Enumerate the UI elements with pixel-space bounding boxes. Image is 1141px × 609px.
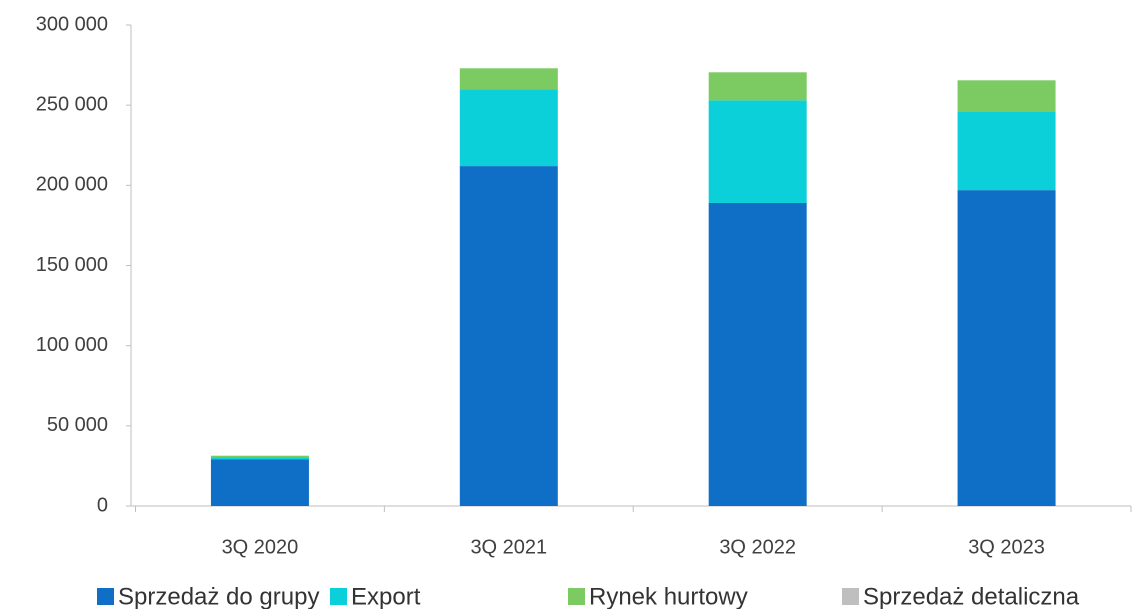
legend-swatch [568,588,585,605]
bar-segment [708,202,807,506]
y-tick-label: 200 000 [36,174,108,196]
bar-segment [708,72,807,101]
legend-label: Sprzedaż do grupy [118,583,319,609]
y-tick-label: 0 [97,494,108,516]
bar-segment [957,190,1056,507]
bar-segment [957,111,1056,191]
bar-segment [957,80,1056,112]
legend-label: Sprzedaż detaliczna [863,583,1080,609]
legend-swatch [842,588,859,605]
x-tick-label: 3Q 2022 [719,536,796,558]
y-tick-label: 50 000 [47,414,108,436]
legend-swatch [97,588,114,605]
legend: Sprzedaż do grupy Export Rynek hurtowy Sprz… [97,583,1080,609]
bar-segment [210,459,309,506]
legend-label: Export [351,583,421,609]
x-tick-label: 3Q 2020 [222,536,299,558]
bar-segment [459,89,558,167]
bar-segment [459,68,558,90]
bar-segment [210,455,309,458]
legend-label: Rynek hurtowy [589,583,748,609]
y-tick-label: 100 000 [36,334,108,356]
bar-segment [459,166,558,507]
bar-segment [210,457,309,460]
y-tick-label: 300 000 [36,13,108,35]
y-tick-label: 150 000 [36,254,108,276]
legend-swatch [330,588,347,605]
y-tick-label: 250 000 [36,93,108,115]
bar-segment [708,100,807,203]
x-tick-label: 3Q 2021 [470,536,547,558]
x-tick-label: 3Q 2023 [968,536,1045,558]
